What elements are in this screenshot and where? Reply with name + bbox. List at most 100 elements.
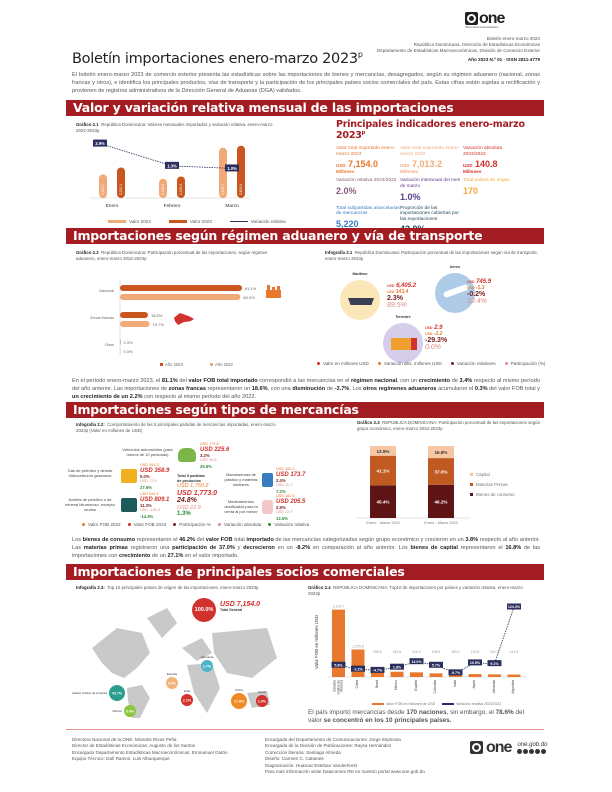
total-rel: 1.3%: [177, 511, 191, 517]
value-line: USD 6,405.2: [387, 283, 416, 289]
rel-variation: -0.2%: [467, 291, 486, 298]
abs-line: USD 143.4: [387, 289, 416, 295]
goods-item-name: Manufacturas de plástico y materias simi…: [224, 472, 258, 487]
indicators-title-text: Principales indicadores enero-marzo 2023: [336, 119, 525, 142]
legend-label: Año 2023: [165, 362, 184, 367]
share: 10.4%: [467, 298, 487, 305]
paragraph-mercancias: Los bienes de consumo representaron el 4…: [72, 536, 540, 560]
legend-participacion: Participación (%): [504, 361, 545, 366]
caption-label: Gráfico 2.3: [357, 420, 380, 425]
continent-north-america: [92, 628, 150, 678]
x-tick-label: Japón: [472, 680, 477, 689]
text: acumularon el: [436, 386, 475, 392]
x-tick-label: China: [355, 680, 360, 689]
youtube-icon[interactable]: [535, 748, 541, 754]
bar-value-label: 2,603.8: [239, 184, 243, 195]
bar-zonas-francas-año-2022: [120, 321, 150, 327]
bar-value-label: 2,578.7: [221, 184, 225, 195]
text: representaron un: [205, 386, 252, 392]
value-2023: USD 205.5: [276, 499, 306, 506]
y-tick-label: Nacional: [99, 289, 114, 293]
share: 11.3%: [140, 503, 152, 509]
chart-2-4: Valor FOB en millones USD 3,124.7 1,276.6 2…: [314, 603, 527, 706]
share: 0.0%: [425, 344, 441, 351]
country-marker: [231, 693, 247, 709]
text: del valor: [308, 709, 525, 724]
caption-text: República Dominicana: Participación porc…: [76, 250, 268, 261]
indicator-card: Valor total importado enero-marzo 2023 US…: [336, 146, 400, 174]
flickr-icon[interactable]: [541, 748, 547, 754]
legend-label: Participación %: [179, 522, 211, 527]
bar-value-label: 150.2: [451, 650, 460, 654]
emphasis: 27.1%: [167, 553, 184, 559]
emphasis: participación de 37.0%: [172, 545, 235, 551]
variation-label: -2.2%: [353, 667, 363, 671]
bar-nacional-año-2023: [120, 285, 242, 291]
indicator-number: 5,220: [336, 218, 359, 229]
twitter-icon[interactable]: [523, 748, 529, 754]
indicator-value: 1.0%: [400, 192, 463, 202]
emphasis: bienes de consumo: [82, 537, 136, 543]
value-2023: USD 173.7: [276, 472, 306, 479]
bar-value-label: 0.3%: [123, 340, 133, 345]
legend-label: Variación absoluta: [223, 522, 262, 527]
bar-marzo-2022: [219, 147, 227, 198]
legend-participacion: Participación %: [173, 522, 211, 527]
goods-item-values: USD 944.5 USD 809.1 11.3% USD -135.4 -14.3%: [140, 492, 169, 519]
total-label: Total General: [220, 608, 243, 612]
indicator-label: Total países de origen: [463, 178, 510, 184]
text: , con un: [397, 378, 419, 384]
indicator-value: 2.0%: [336, 186, 400, 196]
x-tick-label: España: [413, 680, 418, 691]
footer-site-link[interactable]: one.gob.do: [517, 741, 548, 748]
chart-2-4-caption: Gráfico 2.4 REPÚBLICA DOMINICANA: Top10 …: [308, 585, 528, 596]
x-tick-label: Enero: [106, 203, 119, 209]
transport-values: USD 6,405.2 USD 143.4 2.3% 89.5%: [387, 283, 416, 309]
country-marker: [124, 705, 136, 717]
share: 3.2%: [200, 453, 210, 459]
text: , sin embargo, el: [446, 709, 496, 716]
value-2023: USD 809.1: [140, 497, 170, 504]
footer-credits-left: Directora Nacional de la ONE: Miosotis R…: [72, 737, 228, 763]
text: representaron el: [457, 545, 506, 551]
instagram-icon[interactable]: [529, 748, 535, 754]
indicator-label: Total subpartidas arancelarias de mercan…: [336, 205, 400, 217]
text: respecto al año anterior. Las: [72, 537, 540, 551]
rel-variation: 2.3%: [387, 295, 403, 302]
indicator-card: Variación absoluta 2023/2022 USD 140.8 Mil…: [463, 146, 523, 174]
logo-text: one: [479, 10, 505, 27]
y-axis-label: Valor FOB en millones USD: [314, 615, 319, 669]
legend-label: Variación relativa: [274, 522, 310, 527]
section-title-2: Importaciones según régimen aduanero y v…: [66, 228, 544, 244]
indicators-title: Principales indicadores enero-marzo 2023…: [336, 119, 546, 141]
transport-legend: Valor en millones USD Variación abs. mil…: [317, 361, 545, 366]
info-line: República Dominicana, Dirección de Estad…: [413, 42, 540, 47]
section-title-1: Valor y variación relativa mensual de la…: [66, 100, 544, 116]
text: respecto al mismo período del año anteri…: [72, 378, 540, 392]
bar-india: [449, 673, 462, 677]
chart-2-2-caption: Gráfico 2.2 República Dominicana: Partic…: [76, 250, 276, 261]
country-share: 43.7%: [112, 692, 123, 696]
x-tick-label: Brasil: [374, 680, 379, 688]
bar-enero-2023: [117, 167, 125, 198]
facebook-icon[interactable]: [517, 748, 523, 754]
x-tick-label: Enero - Marzo 2022: [366, 521, 400, 525]
share: 89.5%: [387, 302, 407, 309]
emphasis: disminución: [292, 386, 326, 392]
emphasis: crecimiento: [418, 378, 451, 384]
emphasis: 3.4%: [459, 378, 473, 384]
x-tick-label: Colombia: [433, 680, 438, 694]
segment-label: 16.8%: [434, 450, 447, 455]
info-line: Departamento de Estadísticas Macroeconóm…: [376, 48, 540, 53]
stacked-segment-materias-primas: [370, 455, 396, 486]
bar-nacional-año-2022: [120, 294, 241, 300]
variation-label: 1.0%: [227, 166, 237, 171]
continent-europe: [182, 638, 212, 661]
value-line: USD 2.9: [425, 325, 447, 331]
truck-icon: [391, 338, 417, 350]
indicators-title-sup: p: [361, 130, 366, 136]
bar-febrero-2023: [177, 176, 185, 198]
bar-value-label: 2,218.9: [179, 184, 183, 195]
indicator-card: Total subpartidas arancelarias de mercan…: [336, 206, 400, 235]
abs-variation: USD 22.9: [276, 510, 293, 515]
